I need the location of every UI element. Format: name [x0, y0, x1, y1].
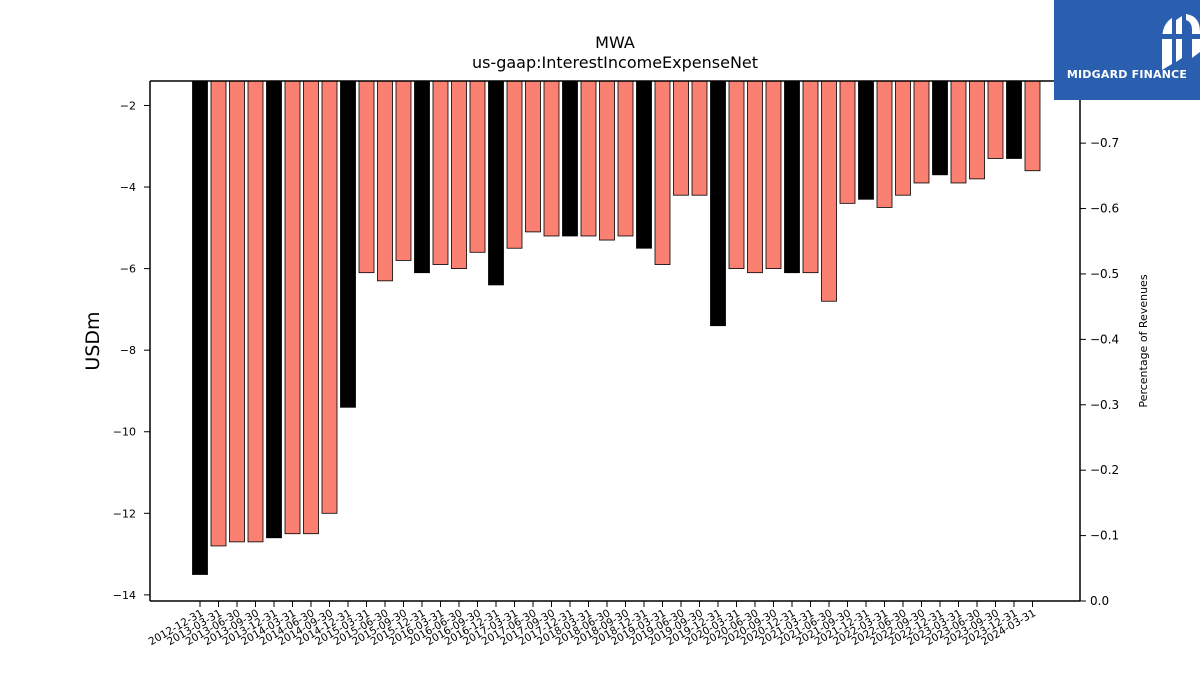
bar-2021-06-30	[821, 80, 837, 302]
bar-2012-12-31	[192, 80, 208, 575]
midgard-finance-logo: MIDGARD FINANCE	[1054, 0, 1200, 100]
bar-2018-09-30	[617, 80, 634, 237]
bar-2016-06-30	[451, 80, 467, 270]
logo-text: MIDGARD FINANCE	[1066, 68, 1188, 81]
bar-2013-12-31	[266, 80, 282, 539]
bar-2020-12-31	[784, 80, 800, 274]
y-tick-label: −8	[120, 344, 136, 357]
bar-2014-03-31	[284, 80, 301, 535]
y2-tick-label: −0.2	[1090, 463, 1119, 477]
y-tick-label: −2	[120, 99, 136, 112]
y2-tick-label: −0.7	[1090, 136, 1119, 150]
bar-2023-09-30	[987, 80, 1004, 159]
bar-2023-12-31	[1006, 80, 1022, 159]
bar-2021-12-31	[858, 80, 874, 200]
y2-tick-label: −0.3	[1090, 398, 1119, 412]
bar-2019-03-31	[654, 80, 671, 265]
bar-2017-12-31	[562, 80, 578, 237]
bar-2019-06-30	[673, 80, 689, 196]
bar-2022-09-30	[913, 80, 930, 184]
bar-2022-03-31	[876, 80, 893, 208]
bar-2016-03-31	[432, 80, 449, 265]
bar-2023-06-30	[969, 80, 985, 180]
bar-2013-09-30	[247, 80, 264, 543]
bar-2021-03-31	[802, 80, 819, 274]
bar-2021-09-30	[839, 80, 856, 204]
bar-2019-12-31	[710, 80, 726, 327]
y-tick-label: −14	[113, 589, 136, 602]
bar-2018-03-31	[580, 80, 597, 237]
bar-2016-12-31	[488, 80, 504, 286]
bar-2015-06-30	[377, 80, 393, 282]
bar-2024-03-31	[1024, 80, 1041, 172]
bar-2020-06-30	[747, 80, 763, 274]
y-tick-label: −12	[113, 507, 136, 520]
bar-2014-09-30	[321, 80, 338, 514]
y2-axis-label: Percentage of Revenues	[1137, 274, 1150, 407]
bar-2020-09-30	[765, 80, 782, 270]
bar-2015-03-31	[358, 80, 375, 274]
y2-tick-label: −0.1	[1090, 529, 1119, 543]
bar-2017-06-30	[525, 80, 541, 233]
bar-2017-03-31	[506, 80, 523, 249]
y2-tick-label: −0.5	[1090, 267, 1119, 281]
y-tick-label: −4	[120, 181, 136, 194]
bar-2018-12-31	[636, 80, 652, 249]
bar-2020-03-31	[728, 80, 745, 270]
bar-2015-09-30	[395, 80, 412, 261]
bar-2015-12-31	[414, 80, 430, 274]
y-tick-label: −6	[120, 263, 136, 276]
bar-2022-12-31	[932, 80, 948, 176]
bar-2013-03-31	[210, 80, 227, 547]
bar-2018-06-30	[599, 80, 615, 241]
y-tick-label: −10	[113, 426, 136, 439]
bar-2014-12-31	[340, 80, 356, 408]
bar-2013-06-30	[229, 80, 245, 543]
bar-2019-09-30	[691, 80, 708, 196]
y2-tick-label: −0.4	[1090, 332, 1119, 346]
bar-2014-06-30	[303, 80, 319, 535]
chart-subtitle: us-gaap:InterestIncomeExpenseNet	[472, 53, 758, 72]
y2-tick-label: −0.6	[1090, 202, 1119, 216]
bar-2016-09-30	[469, 80, 486, 253]
chart-title: MWA	[595, 33, 635, 52]
y-axis-label: USDm	[82, 311, 104, 370]
bar-2023-03-31	[950, 80, 967, 184]
logo-mark-icon	[1158, 14, 1200, 70]
bar-2022-06-30	[895, 80, 911, 196]
y2-tick-label: 0.0	[1090, 594, 1109, 608]
bar-2017-09-30	[543, 80, 560, 237]
